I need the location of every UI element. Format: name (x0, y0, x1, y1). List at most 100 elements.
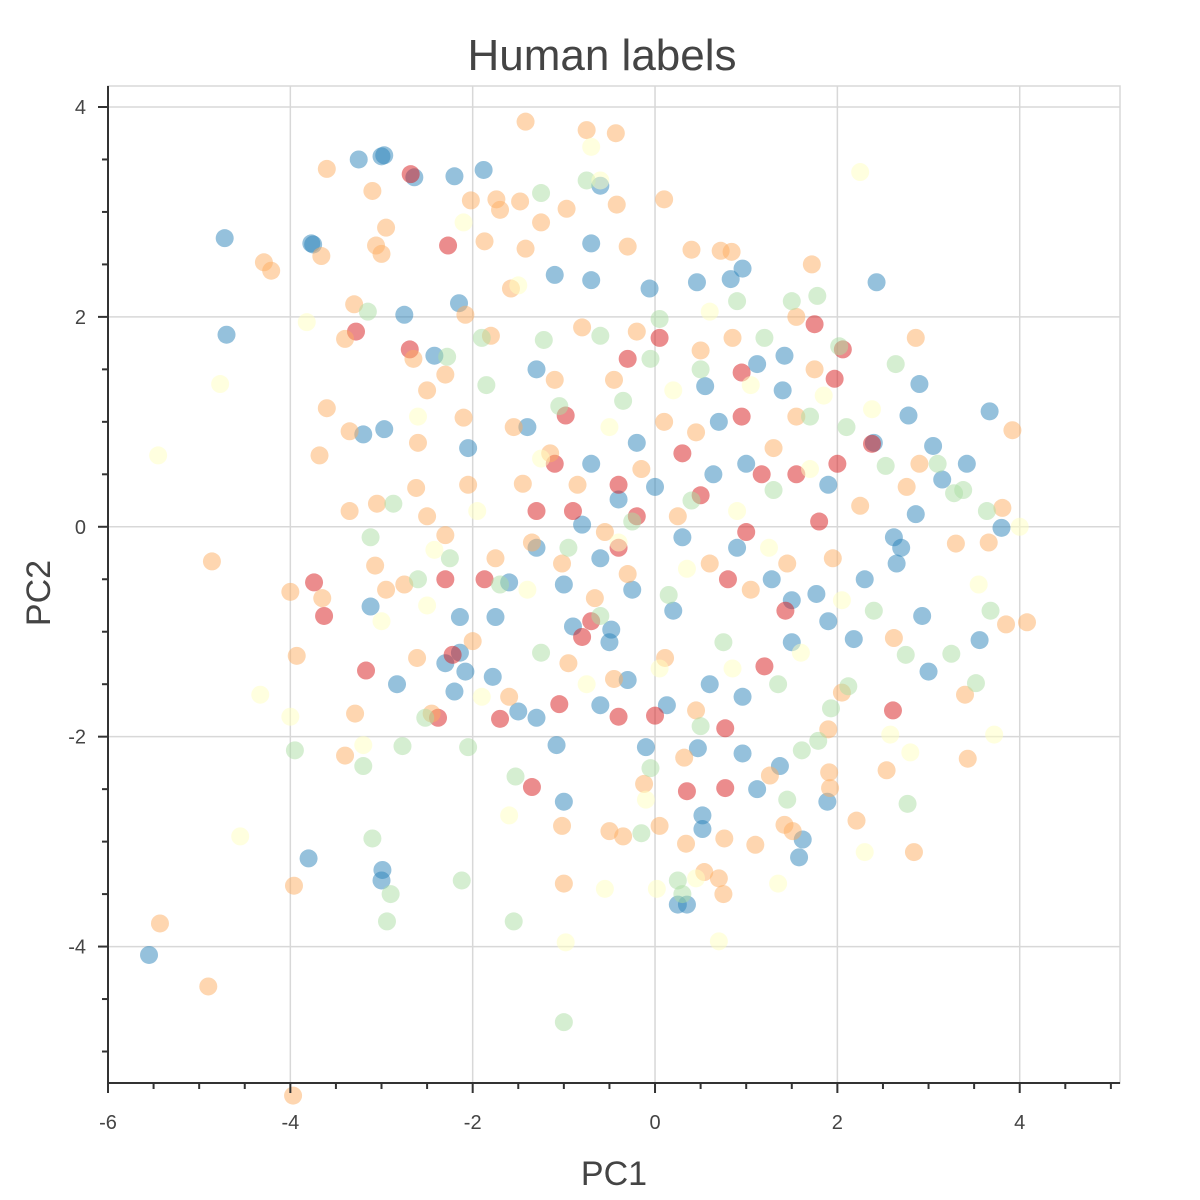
data-point (522, 778, 541, 797)
data-point (609, 475, 628, 494)
grid-lines (107, 85, 1121, 1084)
data-point (577, 121, 596, 140)
data-point (591, 171, 610, 190)
data-point (408, 648, 427, 667)
data-point (956, 685, 975, 704)
data-point (313, 589, 332, 608)
data-point (388, 675, 407, 694)
data-point (418, 381, 437, 400)
data-point (635, 774, 654, 793)
data-point (682, 491, 701, 510)
chart-title: Human labels (467, 31, 736, 80)
data-point (904, 843, 923, 862)
data-point (851, 496, 870, 515)
data-point (532, 213, 551, 232)
data-point (287, 646, 306, 665)
data-point (830, 337, 849, 356)
data-point (513, 474, 532, 493)
data-point (627, 433, 646, 452)
x-tick-label: -6 (99, 1112, 117, 1134)
data-point (769, 874, 788, 893)
data-point (627, 322, 646, 341)
data-point (463, 632, 482, 651)
data-point (315, 606, 334, 625)
data-point (312, 247, 331, 266)
data-point (573, 515, 592, 534)
data-point (483, 667, 502, 686)
data-point (650, 816, 669, 835)
data-point (1010, 517, 1029, 536)
data-point (553, 554, 572, 573)
data-point (728, 502, 747, 521)
data-point (262, 261, 281, 280)
data-point (924, 436, 943, 455)
x-tick-label: 2 (832, 1112, 843, 1134)
y-axis-label: PC2 (20, 560, 58, 626)
data-point (366, 556, 385, 575)
data-point (568, 475, 587, 494)
data-point (910, 375, 929, 394)
data-point (970, 631, 989, 650)
data-point (545, 370, 564, 389)
data-point (372, 612, 391, 631)
data-point (516, 239, 535, 258)
data-point (814, 386, 833, 405)
data-point (997, 615, 1016, 634)
data-point (776, 601, 795, 620)
data-point (614, 391, 633, 410)
data-point (863, 434, 882, 453)
data-point (340, 502, 359, 521)
x-tick-label: 4 (1014, 1112, 1025, 1134)
data-point (933, 470, 952, 489)
data-point (687, 273, 706, 292)
data-point (618, 565, 637, 584)
data-point (805, 360, 824, 379)
data-point (980, 402, 999, 421)
data-point (486, 608, 505, 627)
data-point (363, 829, 382, 848)
x-tick-label: -4 (281, 1112, 299, 1134)
y-tick-label: 2 (75, 307, 86, 329)
data-point (150, 914, 169, 933)
data-point (787, 465, 806, 484)
data-point (456, 662, 475, 681)
data-point (450, 608, 469, 627)
data-point (655, 190, 674, 209)
data-point (317, 159, 336, 178)
data-point (958, 749, 977, 768)
data-point (807, 584, 826, 603)
data-point (818, 792, 837, 811)
data-point (773, 381, 792, 400)
data-point (957, 454, 976, 473)
data-point (691, 360, 710, 379)
data-point (534, 330, 553, 349)
data-point (217, 325, 236, 344)
data-point (855, 843, 874, 862)
data-point (821, 699, 840, 718)
data-point (966, 674, 985, 693)
data-point (808, 286, 827, 305)
data-point (851, 163, 870, 182)
data-point (877, 761, 896, 780)
data-point (372, 871, 391, 890)
data-point (623, 512, 642, 531)
data-point (910, 454, 929, 473)
data-point (408, 433, 427, 452)
data-point (454, 213, 473, 232)
data-point (664, 601, 683, 620)
data-point (664, 381, 683, 400)
data-point (847, 811, 866, 830)
data-point (802, 255, 821, 274)
data-point (545, 265, 564, 284)
data-point (408, 570, 427, 589)
data-point (1018, 613, 1037, 632)
data-point (867, 273, 886, 292)
data-point (472, 328, 491, 347)
data-point (459, 439, 478, 458)
data-point (673, 528, 692, 547)
data-point (715, 829, 734, 848)
data-point (357, 661, 376, 680)
data-point (700, 675, 719, 694)
data-point (281, 582, 300, 601)
data-point (783, 822, 802, 841)
